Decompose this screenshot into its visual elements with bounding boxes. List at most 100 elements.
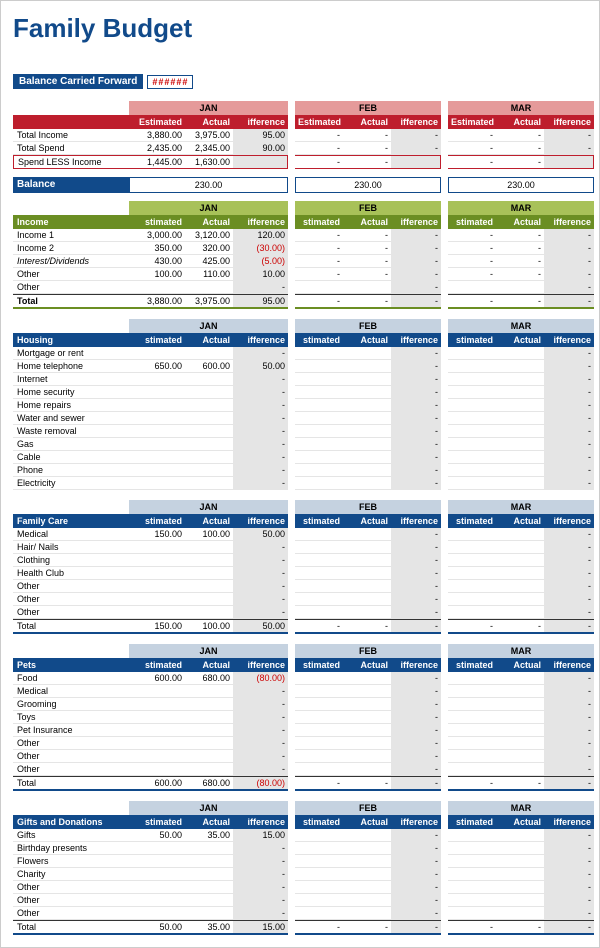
balance-value[interactable]: 230.00 bbox=[295, 177, 441, 193]
cell[interactable] bbox=[496, 438, 544, 451]
cell[interactable] bbox=[496, 750, 544, 763]
cell[interactable] bbox=[129, 464, 185, 477]
row-label[interactable]: Income 2 bbox=[13, 242, 129, 255]
cell[interactable] bbox=[448, 451, 496, 464]
cell[interactable] bbox=[129, 855, 185, 868]
cell[interactable] bbox=[343, 438, 391, 451]
cell[interactable] bbox=[295, 724, 343, 737]
cell[interactable] bbox=[129, 737, 185, 750]
row-label[interactable]: Other bbox=[13, 894, 129, 907]
cell[interactable]: - bbox=[544, 907, 594, 920]
cell[interactable]: 50.00 bbox=[233, 619, 288, 634]
cell[interactable] bbox=[185, 347, 233, 360]
cell[interactable] bbox=[295, 399, 343, 412]
cell[interactable]: - bbox=[391, 412, 441, 425]
cell[interactable] bbox=[448, 737, 496, 750]
cell[interactable] bbox=[448, 347, 496, 360]
row-label[interactable]: Total Spend bbox=[13, 142, 129, 155]
cell[interactable] bbox=[295, 907, 343, 920]
cell[interactable] bbox=[295, 541, 343, 554]
cell[interactable]: 100.00 bbox=[185, 619, 233, 634]
cell[interactable]: - bbox=[343, 776, 391, 791]
cell[interactable]: - bbox=[295, 255, 343, 268]
cell[interactable]: - bbox=[391, 698, 441, 711]
cell[interactable] bbox=[496, 868, 544, 881]
cell[interactable]: 425.00 bbox=[185, 255, 233, 268]
cell[interactable]: 600.00 bbox=[185, 360, 233, 373]
row-label[interactable]: Health Club bbox=[13, 567, 129, 580]
cell[interactable]: - bbox=[544, 541, 594, 554]
cell[interactable]: 2,345.00 bbox=[185, 142, 233, 155]
cell[interactable]: - bbox=[544, 477, 594, 490]
cell[interactable]: 100.00 bbox=[185, 528, 233, 541]
cell[interactable] bbox=[343, 580, 391, 593]
cell[interactable] bbox=[185, 399, 233, 412]
cell[interactable] bbox=[496, 698, 544, 711]
cell[interactable] bbox=[496, 724, 544, 737]
cell[interactable]: 15.00 bbox=[233, 829, 288, 842]
row-label[interactable]: Phone bbox=[13, 464, 129, 477]
row-label[interactable]: Income 1 bbox=[13, 229, 129, 242]
cell[interactable]: - bbox=[544, 672, 594, 685]
cell[interactable] bbox=[185, 554, 233, 567]
cell[interactable] bbox=[129, 868, 185, 881]
cell[interactable] bbox=[295, 464, 343, 477]
cell[interactable]: - bbox=[391, 855, 441, 868]
cell[interactable]: - bbox=[544, 438, 594, 451]
row-label[interactable]: Interest/Dividends bbox=[13, 255, 129, 268]
cell[interactable] bbox=[496, 347, 544, 360]
cell[interactable] bbox=[185, 685, 233, 698]
row-label[interactable]: Water and sewer bbox=[13, 412, 129, 425]
cell[interactable] bbox=[129, 763, 185, 776]
cell[interactable] bbox=[448, 373, 496, 386]
cell[interactable] bbox=[295, 412, 343, 425]
cell[interactable]: - bbox=[233, 477, 288, 490]
cell[interactable] bbox=[448, 360, 496, 373]
cell[interactable]: 150.00 bbox=[129, 528, 185, 541]
cell[interactable]: - bbox=[391, 776, 441, 791]
cell[interactable] bbox=[496, 567, 544, 580]
cell[interactable] bbox=[185, 281, 233, 294]
cell[interactable] bbox=[129, 842, 185, 855]
cell[interactable]: - bbox=[295, 142, 343, 155]
cell[interactable]: - bbox=[391, 606, 441, 619]
cell[interactable] bbox=[295, 347, 343, 360]
cell[interactable] bbox=[185, 894, 233, 907]
cell[interactable]: 350.00 bbox=[129, 242, 185, 255]
cell[interactable]: - bbox=[391, 619, 441, 634]
cell[interactable]: - bbox=[544, 711, 594, 724]
cell[interactable] bbox=[496, 894, 544, 907]
cell[interactable] bbox=[343, 737, 391, 750]
cell[interactable] bbox=[496, 672, 544, 685]
row-label[interactable]: Mortgage or rent bbox=[13, 347, 129, 360]
cell[interactable]: - bbox=[496, 142, 544, 155]
cell[interactable] bbox=[448, 412, 496, 425]
cell[interactable]: - bbox=[544, 268, 594, 281]
cell[interactable] bbox=[448, 580, 496, 593]
cell[interactable] bbox=[343, 541, 391, 554]
cell[interactable]: 120.00 bbox=[233, 229, 288, 242]
cell[interactable]: - bbox=[391, 142, 441, 155]
cell[interactable] bbox=[295, 580, 343, 593]
cell[interactable]: - bbox=[544, 619, 594, 634]
cell[interactable] bbox=[496, 386, 544, 399]
cell[interactable]: - bbox=[448, 776, 496, 791]
cell[interactable] bbox=[295, 451, 343, 464]
cell[interactable] bbox=[295, 750, 343, 763]
cell[interactable] bbox=[496, 842, 544, 855]
cell[interactable]: - bbox=[448, 129, 496, 142]
cell[interactable] bbox=[496, 528, 544, 541]
cell[interactable] bbox=[185, 425, 233, 438]
cell[interactable]: - bbox=[233, 281, 288, 294]
cell[interactable] bbox=[496, 711, 544, 724]
cell[interactable]: - bbox=[391, 438, 441, 451]
row-label[interactable]: Toys bbox=[13, 711, 129, 724]
cell[interactable]: - bbox=[544, 829, 594, 842]
cell[interactable] bbox=[129, 593, 185, 606]
cell[interactable] bbox=[295, 685, 343, 698]
cell[interactable] bbox=[295, 842, 343, 855]
cell[interactable] bbox=[129, 554, 185, 567]
cell[interactable]: - bbox=[544, 724, 594, 737]
cell[interactable]: - bbox=[544, 593, 594, 606]
cell[interactable]: - bbox=[496, 255, 544, 268]
